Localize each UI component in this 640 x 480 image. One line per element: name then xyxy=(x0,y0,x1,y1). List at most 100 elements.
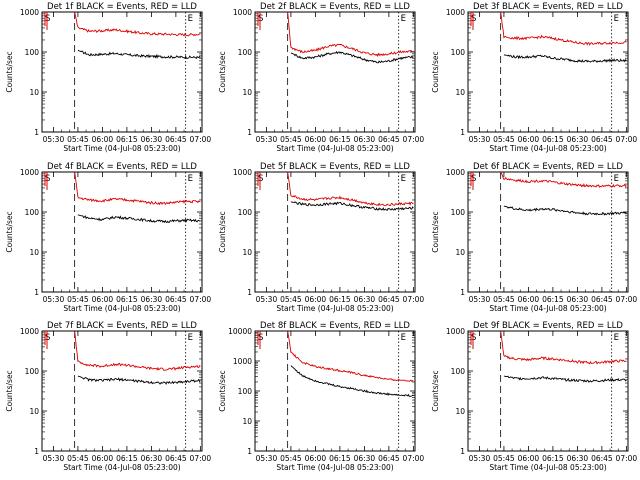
x-tick-label: 05:45 xyxy=(67,135,89,144)
y-tick-label: 1000 xyxy=(233,357,252,366)
x-tick-label: 05:30 xyxy=(43,454,65,463)
y-tick-label: 100 xyxy=(451,367,466,376)
x-tick-label: 07:00 xyxy=(403,454,425,463)
panel-title: Det 6f BLACK = Events, RED = LLD xyxy=(473,162,623,172)
x-tick-label: 05:45 xyxy=(280,295,302,304)
events-line xyxy=(503,54,627,63)
end-marker-label: E xyxy=(188,14,193,24)
x-axis-label: Start Time (04-Jul-08 05:23:00) xyxy=(489,304,606,313)
x-tick-label: 06:30 xyxy=(354,454,376,463)
panel-det-3: Det 3f BLACK = Events, RED = LLD 1 10 100 10… xyxy=(431,2,637,153)
x-tick-label: 06:00 xyxy=(92,135,114,144)
y-tick-label: 1 xyxy=(34,128,39,137)
x-tick-label: 06:45 xyxy=(165,135,187,144)
x-tick-label: 06:15 xyxy=(542,135,564,144)
lld-line xyxy=(287,11,414,57)
x-tick-label: 06:45 xyxy=(591,135,613,144)
start-marker-label: S xyxy=(258,14,263,24)
x-tick-label: 07:00 xyxy=(190,454,212,463)
y-tick-label: 100 xyxy=(238,387,253,396)
x-tick-label: 06:45 xyxy=(591,295,613,304)
x-tick-label: 07:00 xyxy=(616,295,638,304)
x-tick-label: 07:00 xyxy=(403,135,425,144)
x-tick-label: 06:30 xyxy=(141,454,163,463)
end-marker-label: E xyxy=(401,174,406,184)
x-tick-label: 06:30 xyxy=(141,135,163,144)
y-tick-label: 1 xyxy=(460,288,465,297)
panel-det-8: Det 8f BLACK = Events, RED = LLD 1 10 100 10… xyxy=(218,321,424,472)
panel-det-1: Det 1f BLACK = Events, RED = LLD 1 10 100 10… xyxy=(5,2,211,153)
y-tick-label: 1 xyxy=(34,447,39,456)
end-marker-label: E xyxy=(614,174,619,184)
y-tick-label: 10 xyxy=(242,88,252,97)
x-tick-label: 05:45 xyxy=(493,454,515,463)
events-line xyxy=(290,50,414,64)
y-axis-label: Counts/sec xyxy=(431,51,440,92)
y-tick-label: 1000 xyxy=(233,8,252,17)
x-tick-label: 06:00 xyxy=(305,135,327,144)
start-marker-label: S xyxy=(45,333,50,343)
x-tick-label: 06:15 xyxy=(329,135,351,144)
y-tick-label: 1 xyxy=(460,447,465,456)
events-line xyxy=(290,201,414,212)
panel-title: Det 9f BLACK = Events, RED = LLD xyxy=(473,321,623,331)
panel-title: Det 4f BLACK = Events, RED = LLD xyxy=(47,162,197,172)
x-tick-label: 06:15 xyxy=(329,295,351,304)
y-tick-label: 1 xyxy=(247,288,252,297)
plot-frame xyxy=(254,11,416,133)
events-line xyxy=(290,365,414,397)
panel-title: Det 3f BLACK = Events, RED = LLD xyxy=(473,2,623,12)
x-tick-label: 06:45 xyxy=(378,454,400,463)
end-marker-label: E xyxy=(188,333,193,343)
x-tick-label: 06:45 xyxy=(165,454,187,463)
x-tick-label: 06:15 xyxy=(116,295,138,304)
x-tick-label: 05:30 xyxy=(43,135,65,144)
x-tick-label: 07:00 xyxy=(403,295,425,304)
y-tick-label: 10 xyxy=(242,417,252,426)
lld-line xyxy=(287,171,414,207)
plot-frame xyxy=(254,171,416,293)
x-tick-label: 06:15 xyxy=(116,454,138,463)
x-axis-label: Start Time (04-Jul-08 05:23:00) xyxy=(63,144,180,153)
y-tick-label: 10 xyxy=(455,88,465,97)
y-axis-label: Counts/sec xyxy=(431,370,440,411)
x-tick-label: 07:00 xyxy=(616,135,638,144)
y-tick-label: 1000 xyxy=(20,168,39,177)
y-axis-label: Counts/sec xyxy=(431,211,440,252)
x-axis-label: Start Time (04-Jul-08 05:23:00) xyxy=(489,463,606,472)
x-tick-label: 07:00 xyxy=(190,295,212,304)
y-axis-label: Counts/sec xyxy=(218,211,227,252)
plot-frame xyxy=(41,171,203,293)
panel-det-9: Det 9f BLACK = Events, RED = LLD 1 10 100 10… xyxy=(431,321,637,472)
x-axis-label: Start Time (04-Jul-08 05:23:00) xyxy=(63,463,180,472)
x-tick-label: 05:30 xyxy=(469,295,491,304)
lld-line xyxy=(500,171,627,188)
y-tick-label: 100 xyxy=(451,48,466,57)
y-tick-label: 1000 xyxy=(446,168,465,177)
lld-line xyxy=(500,330,627,365)
events-line xyxy=(77,214,201,224)
y-tick-label: 10 xyxy=(29,248,39,257)
end-marker-label: E xyxy=(401,14,406,24)
panel-det-2: Det 2f BLACK = Events, RED = LLD 1 10 100 10… xyxy=(218,2,424,153)
x-axis-label: Start Time (04-Jul-08 05:23:00) xyxy=(63,304,180,313)
panel-det-5: Det 5f BLACK = Events, RED = LLD 1 10 100 10… xyxy=(218,162,424,313)
y-tick-label: 1000 xyxy=(446,327,465,336)
x-tick-label: 06:15 xyxy=(542,295,564,304)
y-tick-label: 1000 xyxy=(446,8,465,17)
x-tick-label: 06:00 xyxy=(92,295,114,304)
x-tick-label: 06:00 xyxy=(518,454,540,463)
plot-frame xyxy=(467,330,629,452)
events-line xyxy=(77,375,201,385)
y-axis-label: Counts/sec xyxy=(218,51,227,92)
x-axis-label: Start Time (04-Jul-08 05:23:00) xyxy=(489,144,606,153)
y-axis-label: Counts/sec xyxy=(5,370,14,411)
x-tick-label: 06:30 xyxy=(354,295,376,304)
y-tick-label: 10 xyxy=(29,407,39,416)
x-tick-label: 06:30 xyxy=(141,295,163,304)
y-tick-label: 10 xyxy=(29,88,39,97)
y-tick-label: 1 xyxy=(247,447,252,456)
x-axis-label: Start Time (04-Jul-08 05:23:00) xyxy=(276,304,393,313)
y-axis-label: Counts/sec xyxy=(218,370,227,411)
